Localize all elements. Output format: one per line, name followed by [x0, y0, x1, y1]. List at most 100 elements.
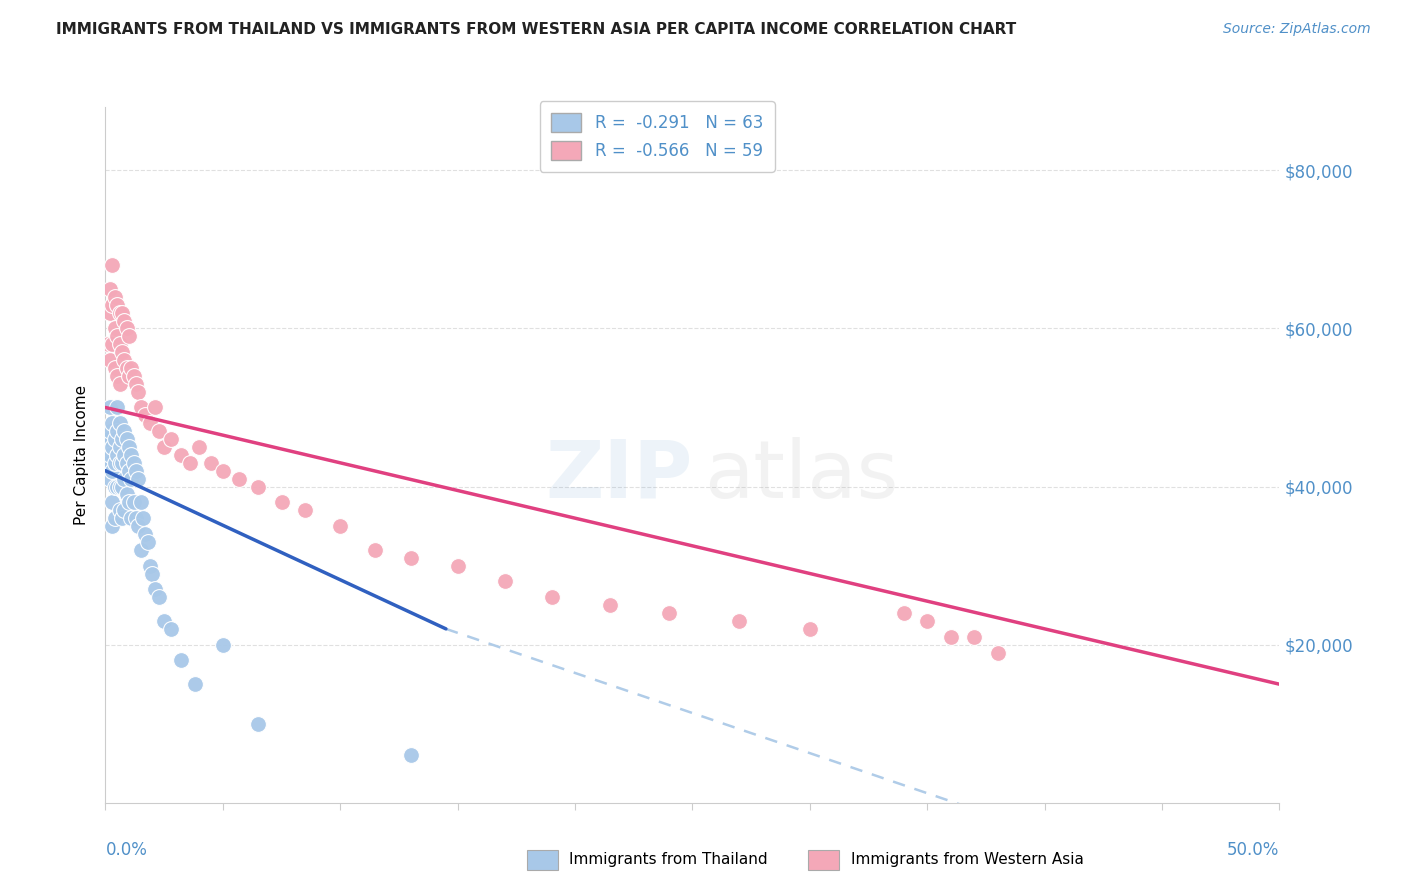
Point: [200, 456, 222, 470]
Point: [115, 487, 138, 501]
Point: [108, 305, 131, 319]
Point: [148, 424, 170, 438]
Text: ZIP: ZIP: [546, 437, 692, 515]
Point: [122, 456, 145, 470]
Point: [108, 440, 131, 454]
Text: IMMIGRANTS FROM THAILAND VS IMMIGRANTS FROM WESTERN ASIA PER CAPITA INCOME CORRE: IMMIGRANTS FROM THAILAND VS IMMIGRANTS F…: [56, 22, 1017, 37]
Point: [104, 432, 127, 446]
Point: [101, 298, 124, 312]
Point: [143, 582, 166, 597]
Point: [112, 313, 135, 327]
Point: [111, 345, 134, 359]
Y-axis label: Per Capita Income: Per Capita Income: [75, 384, 90, 525]
Point: [939, 630, 962, 644]
Point: [101, 417, 124, 431]
Point: [98, 448, 121, 462]
Point: [108, 456, 131, 470]
Point: [104, 361, 127, 376]
Point: [728, 614, 751, 628]
Point: [98, 472, 121, 486]
Point: [120, 511, 142, 525]
Point: [105, 368, 128, 383]
Point: [115, 321, 138, 335]
Point: [108, 503, 131, 517]
Point: [153, 440, 176, 454]
Point: [122, 368, 145, 383]
Point: [105, 479, 128, 493]
Point: [129, 542, 152, 557]
Point: [120, 472, 142, 486]
Point: [98, 353, 121, 368]
Point: [104, 456, 127, 470]
Point: [105, 448, 128, 462]
Point: [101, 495, 124, 509]
Point: [101, 440, 124, 454]
Point: [129, 495, 152, 509]
Point: [115, 432, 138, 446]
Point: [129, 401, 152, 415]
Point: [105, 424, 128, 438]
Point: [188, 440, 211, 454]
Point: [112, 472, 135, 486]
Text: Immigrants from Western Asia: Immigrants from Western Asia: [851, 853, 1084, 867]
Point: [127, 472, 149, 486]
Point: [115, 456, 138, 470]
Point: [540, 591, 562, 605]
Point: [599, 598, 621, 612]
Point: [143, 401, 166, 415]
Point: [153, 614, 176, 628]
Point: [122, 495, 145, 509]
Point: [247, 479, 270, 493]
Point: [118, 464, 141, 478]
Point: [120, 448, 142, 462]
Point: [134, 409, 156, 423]
Point: [97, 456, 120, 470]
Point: [112, 503, 135, 517]
Point: [179, 456, 201, 470]
Point: [125, 376, 148, 391]
Point: [329, 519, 352, 533]
Point: [108, 417, 131, 431]
Point: [98, 305, 121, 319]
Point: [105, 401, 128, 415]
Point: [111, 479, 134, 493]
Point: [228, 472, 250, 486]
Point: [139, 558, 162, 573]
Point: [104, 511, 127, 525]
Point: [105, 329, 128, 343]
Point: [136, 535, 159, 549]
Point: [111, 456, 134, 470]
Point: [963, 630, 986, 644]
Point: [97, 337, 120, 351]
Text: 50.0%: 50.0%: [1227, 841, 1279, 859]
Point: [104, 479, 127, 493]
Point: [112, 448, 135, 462]
Point: [101, 258, 124, 272]
Point: [118, 329, 141, 343]
Point: [139, 417, 162, 431]
Point: [101, 519, 124, 533]
Point: [108, 479, 131, 493]
Point: [494, 574, 516, 589]
Point: [799, 622, 821, 636]
Point: [111, 432, 134, 446]
Point: [169, 448, 191, 462]
Point: [118, 440, 141, 454]
Point: [183, 677, 205, 691]
Point: [115, 361, 138, 376]
Point: [104, 321, 127, 335]
Text: 0.0%: 0.0%: [105, 841, 148, 859]
Point: [112, 424, 135, 438]
Point: [211, 464, 233, 478]
Point: [294, 503, 316, 517]
Point: [118, 495, 141, 509]
Point: [247, 716, 270, 731]
Point: [111, 511, 134, 525]
Point: [98, 401, 121, 415]
Point: [105, 298, 128, 312]
Point: [127, 519, 149, 533]
Point: [127, 384, 149, 399]
Point: [364, 542, 387, 557]
Point: [148, 591, 170, 605]
Text: Immigrants from Thailand: Immigrants from Thailand: [569, 853, 768, 867]
